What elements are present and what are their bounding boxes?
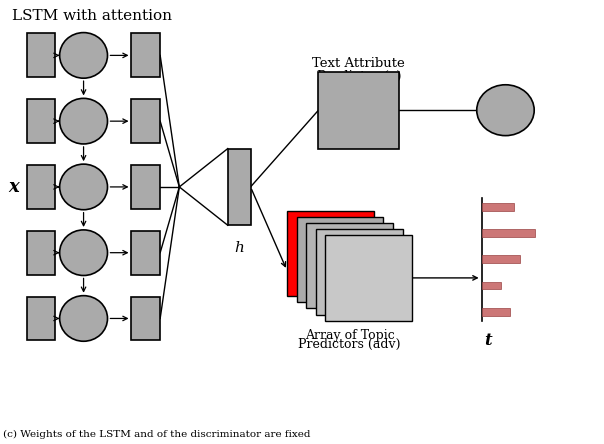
Text: y: y [501, 103, 510, 117]
Text: Predictors (adv): Predictors (adv) [298, 338, 401, 351]
Ellipse shape [477, 85, 534, 135]
FancyBboxPatch shape [27, 33, 56, 77]
Text: Predictor (c): Predictor (c) [316, 70, 401, 83]
FancyBboxPatch shape [316, 229, 402, 314]
FancyBboxPatch shape [27, 165, 56, 209]
Text: (c) Weights of the LSTM and of the discriminator are fixed: (c) Weights of the LSTM and of the discr… [3, 430, 310, 439]
FancyBboxPatch shape [481, 255, 521, 263]
FancyBboxPatch shape [228, 149, 251, 225]
FancyBboxPatch shape [481, 282, 501, 289]
Text: LSTM with attention: LSTM with attention [11, 9, 172, 24]
FancyBboxPatch shape [27, 297, 56, 341]
Text: h: h [234, 241, 244, 254]
FancyBboxPatch shape [132, 33, 160, 77]
Text: t: t [484, 332, 491, 349]
FancyBboxPatch shape [287, 210, 374, 296]
FancyBboxPatch shape [318, 72, 399, 149]
FancyBboxPatch shape [481, 203, 515, 210]
FancyBboxPatch shape [132, 99, 160, 143]
Ellipse shape [60, 32, 108, 78]
FancyBboxPatch shape [481, 308, 510, 316]
FancyBboxPatch shape [297, 217, 384, 302]
Ellipse shape [60, 296, 108, 341]
FancyBboxPatch shape [306, 223, 393, 309]
Text: Text Attribute: Text Attribute [312, 57, 405, 70]
FancyBboxPatch shape [132, 297, 160, 341]
Text: x: x [9, 178, 19, 196]
FancyBboxPatch shape [27, 99, 56, 143]
FancyBboxPatch shape [326, 235, 412, 321]
Text: Array of Topic: Array of Topic [304, 329, 394, 342]
Ellipse shape [60, 164, 108, 210]
FancyBboxPatch shape [481, 229, 535, 238]
Ellipse shape [60, 230, 108, 275]
Ellipse shape [60, 99, 108, 144]
FancyBboxPatch shape [132, 165, 160, 209]
FancyBboxPatch shape [27, 231, 56, 274]
FancyBboxPatch shape [132, 231, 160, 274]
